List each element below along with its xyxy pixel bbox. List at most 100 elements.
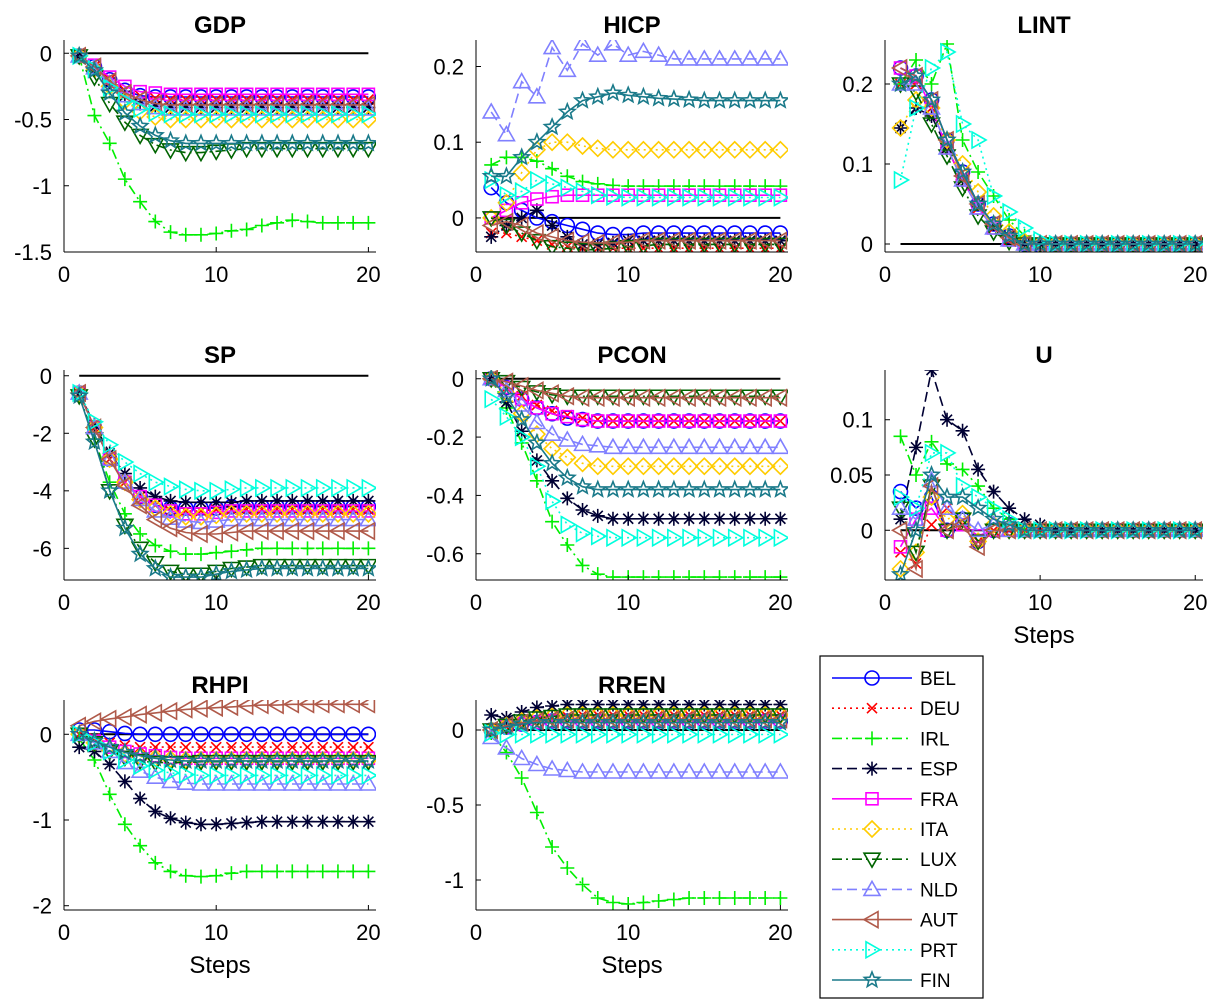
data-point — [145, 703, 163, 723]
data-point — [1092, 233, 1112, 252]
data-point — [345, 726, 361, 743]
data-point — [512, 748, 532, 766]
data-point — [514, 182, 532, 201]
data-point — [940, 443, 957, 463]
series-nld — [891, 74, 1203, 251]
series-irl — [484, 726, 788, 910]
data-point — [285, 493, 300, 508]
data-point — [758, 511, 773, 526]
series-prt — [72, 383, 376, 501]
data-point — [285, 478, 302, 498]
series-irl — [893, 40, 1203, 251]
data-point — [130, 495, 147, 515]
data-point — [191, 507, 211, 526]
data-point — [145, 125, 165, 144]
data-point — [361, 100, 376, 115]
panel-title: RHPI — [191, 672, 248, 699]
series-fin — [69, 385, 376, 580]
y-tick-label: 0.1 — [433, 130, 464, 155]
series-deu — [73, 387, 374, 517]
data-point — [573, 136, 592, 156]
data-point — [694, 49, 714, 66]
series-line-bel — [900, 67, 1196, 247]
data-point — [328, 750, 348, 770]
data-point — [575, 503, 590, 517]
data-point — [130, 705, 147, 724]
data-point — [924, 58, 942, 78]
series-fin — [69, 724, 376, 770]
data-point — [590, 700, 605, 712]
data-point — [209, 226, 224, 241]
data-point — [557, 467, 577, 487]
data-point — [603, 437, 623, 455]
data-point — [1061, 233, 1081, 252]
data-point — [588, 708, 608, 725]
legend-item-fra: FRA — [832, 790, 958, 811]
data-point — [573, 708, 592, 725]
data-point — [117, 172, 132, 187]
data-point — [952, 486, 973, 506]
data-point — [1061, 234, 1081, 251]
data-point — [712, 891, 727, 905]
data-point — [496, 212, 514, 232]
data-point — [133, 756, 150, 776]
data-point — [725, 49, 745, 66]
data-point — [666, 700, 681, 712]
data-point — [1108, 234, 1128, 251]
data-point — [270, 104, 287, 124]
data-point — [148, 855, 163, 870]
data-point — [682, 414, 696, 428]
data-point — [331, 104, 348, 124]
data-point — [207, 506, 226, 525]
legend-item-fin: FIN — [832, 969, 951, 992]
series-line-esp — [78, 392, 369, 504]
series-bel — [71, 48, 376, 105]
data-point — [102, 787, 117, 802]
data-point — [727, 725, 745, 744]
data-point — [575, 877, 590, 892]
x-tick-label: 20 — [1183, 590, 1207, 615]
data-point — [133, 464, 150, 483]
data-point — [115, 707, 132, 727]
series-lux — [891, 77, 1203, 252]
data-point — [576, 412, 589, 424]
y-tick-label: -0.2 — [426, 425, 464, 450]
data-point — [222, 504, 241, 523]
series-line-lux — [491, 378, 781, 398]
data-point — [361, 493, 376, 508]
data-point — [100, 480, 120, 500]
data-point — [160, 566, 181, 580]
data-point — [636, 700, 651, 712]
data-point — [709, 90, 730, 109]
y-tick-label: 0 — [40, 41, 52, 66]
data-point — [115, 475, 132, 495]
data-point — [545, 189, 559, 204]
data-point — [697, 414, 712, 428]
data-point — [679, 762, 699, 779]
data-point — [100, 449, 117, 469]
data-point — [633, 712, 654, 731]
data-point — [512, 72, 532, 89]
data-point — [176, 566, 196, 580]
data-point — [530, 456, 547, 476]
data-point — [588, 762, 608, 779]
data-point — [682, 528, 699, 548]
data-point — [922, 117, 941, 134]
data-point — [542, 116, 562, 136]
data-point — [209, 100, 224, 115]
data-point — [937, 498, 957, 515]
data-point — [758, 528, 775, 548]
legend-marker — [862, 819, 882, 839]
series-aut — [890, 58, 1203, 252]
data-point — [298, 504, 317, 523]
y-tick-label: 0 — [452, 367, 464, 392]
data-point — [937, 129, 957, 149]
data-point — [649, 457, 668, 476]
data-point — [282, 558, 302, 577]
data-point — [649, 708, 669, 725]
data-point — [709, 479, 730, 498]
data-point — [937, 520, 954, 540]
data-point — [924, 370, 939, 377]
data-point — [315, 493, 330, 508]
data-point — [346, 493, 361, 508]
